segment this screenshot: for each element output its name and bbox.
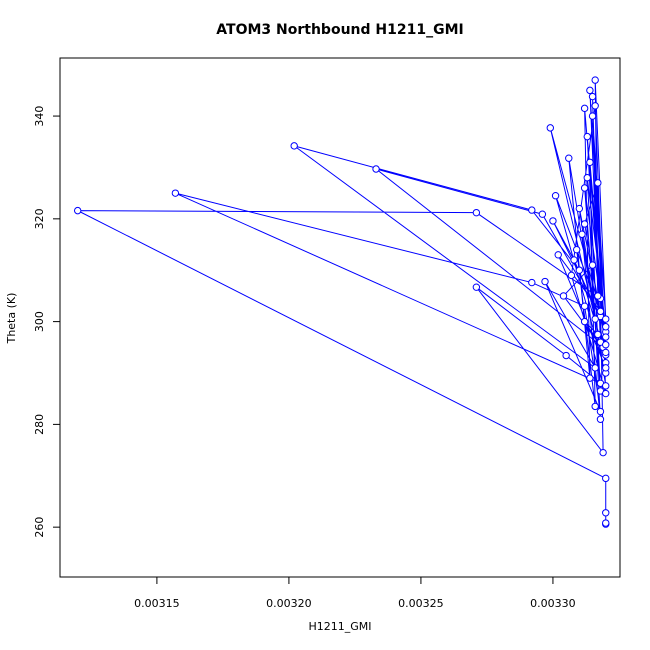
data-point bbox=[602, 382, 610, 390]
data-point bbox=[594, 179, 602, 187]
data-point bbox=[591, 315, 599, 323]
data-point bbox=[586, 86, 594, 95]
data-point bbox=[602, 333, 610, 341]
data-point bbox=[591, 364, 599, 372]
data-point bbox=[586, 374, 594, 382]
data-point bbox=[596, 415, 605, 423]
data-line bbox=[77, 80, 607, 525]
data-point bbox=[583, 132, 591, 141]
data-point bbox=[588, 261, 597, 269]
data-point bbox=[602, 315, 610, 323]
data-point bbox=[559, 292, 568, 300]
data-point bbox=[575, 204, 584, 213]
data-point bbox=[528, 206, 536, 214]
data-point bbox=[538, 210, 547, 218]
data-point bbox=[586, 158, 594, 167]
data-point bbox=[528, 278, 536, 287]
data-point bbox=[551, 192, 560, 200]
data-point bbox=[541, 277, 549, 286]
data-point bbox=[596, 307, 605, 316]
plot-frame bbox=[59, 57, 621, 578]
data-point bbox=[570, 256, 578, 264]
data-point bbox=[583, 174, 591, 182]
data-point bbox=[596, 407, 605, 416]
data-point bbox=[472, 283, 481, 291]
data-point bbox=[290, 142, 298, 150]
data-point bbox=[602, 348, 610, 357]
data-point bbox=[594, 292, 602, 300]
x-tick-label: 0.00325 bbox=[398, 597, 444, 610]
x-tick-label: 0.00330 bbox=[530, 597, 576, 610]
x-tick-label: 0.00315 bbox=[134, 597, 180, 610]
y-tick-label: 280 bbox=[33, 414, 46, 435]
data-point bbox=[171, 189, 180, 197]
data-point bbox=[567, 271, 576, 280]
data-point bbox=[591, 402, 599, 411]
data-point bbox=[602, 519, 610, 527]
data-point bbox=[599, 448, 607, 457]
data-point bbox=[594, 330, 602, 339]
data-point bbox=[565, 154, 573, 162]
data-point bbox=[602, 509, 610, 517]
chart-title: ATOM3 Northbound H1211_GMI bbox=[216, 22, 463, 38]
y-tick-label: 320 bbox=[33, 208, 46, 229]
data-point bbox=[591, 76, 599, 84]
data-point bbox=[602, 364, 610, 372]
data-point bbox=[546, 124, 554, 132]
data-point bbox=[572, 245, 581, 254]
y-tick-label: 340 bbox=[33, 106, 46, 127]
y-tick-label: 260 bbox=[33, 517, 46, 538]
data-point bbox=[602, 389, 610, 398]
y-axis-label: Theta (K) bbox=[5, 293, 18, 345]
data-point bbox=[580, 317, 589, 326]
data-point bbox=[73, 206, 82, 215]
data-point bbox=[580, 302, 589, 310]
data-point bbox=[580, 184, 589, 192]
data-point bbox=[580, 220, 589, 228]
data-point bbox=[472, 208, 481, 217]
data-point bbox=[372, 165, 380, 173]
data-point bbox=[602, 341, 610, 349]
data-point bbox=[588, 92, 597, 101]
data-point bbox=[588, 112, 597, 120]
x-tick-label: 0.00320 bbox=[266, 597, 312, 610]
data-point bbox=[591, 102, 599, 110]
data-point bbox=[575, 266, 584, 274]
data-point bbox=[549, 217, 557, 225]
data-point bbox=[602, 323, 610, 331]
data-point bbox=[554, 251, 562, 259]
y-tick-label: 300 bbox=[33, 311, 46, 332]
x-axis-label: H1211_GMI bbox=[308, 620, 371, 633]
data-point bbox=[602, 474, 610, 483]
data-point bbox=[580, 104, 589, 113]
data-point bbox=[578, 230, 586, 238]
data-point bbox=[562, 351, 570, 360]
